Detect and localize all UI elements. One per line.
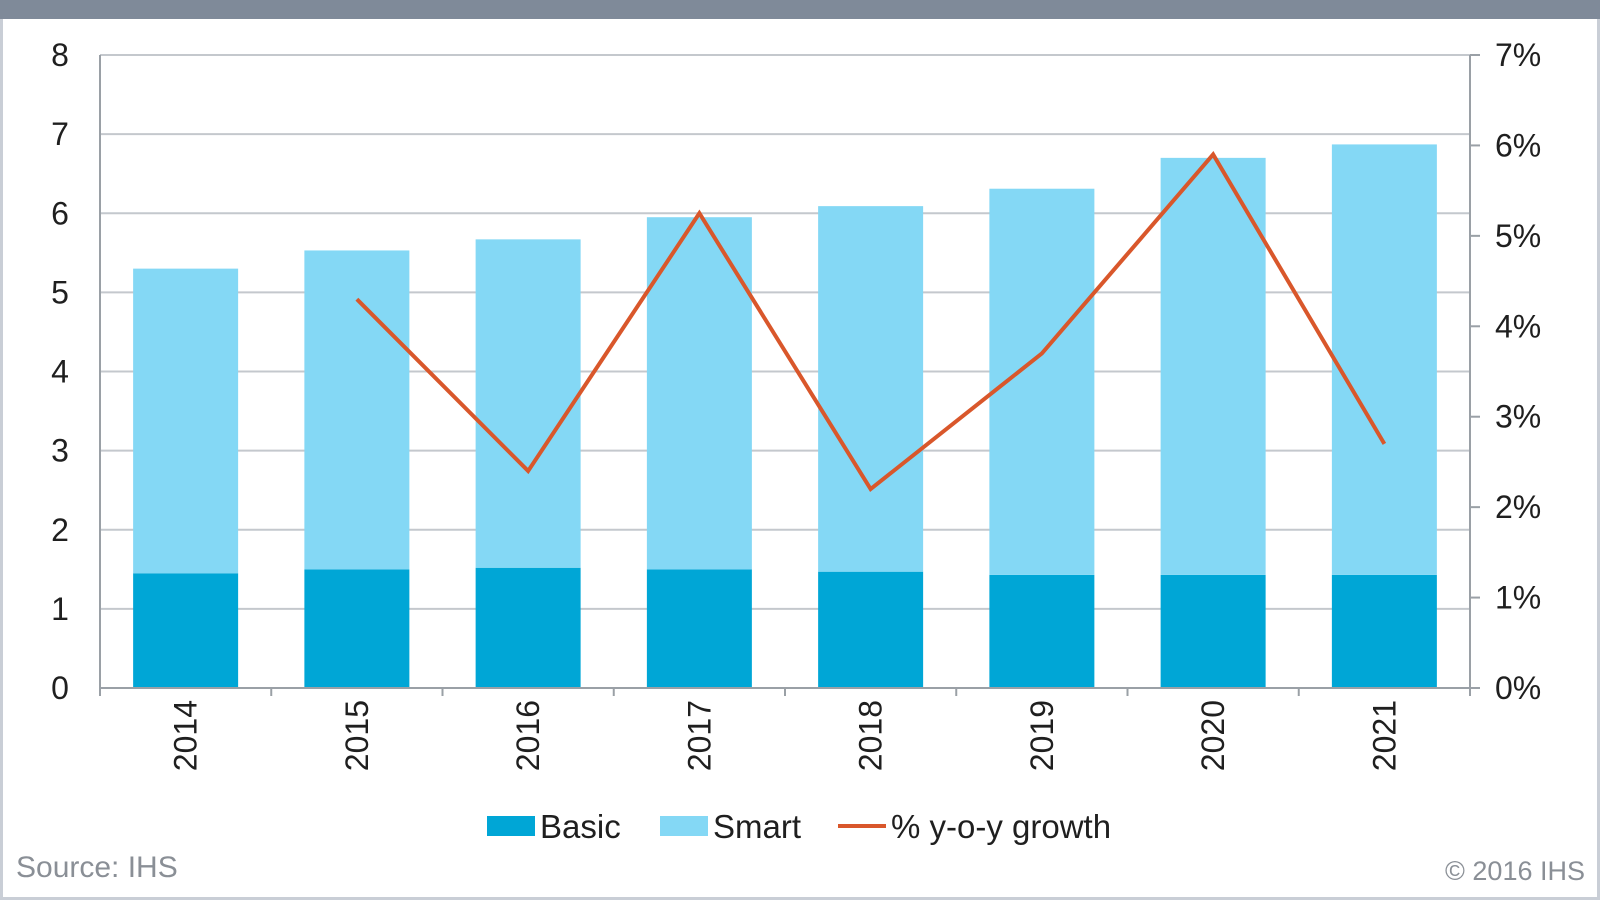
left-tick-label: 7 [51, 116, 69, 152]
x-tick-label: 2020 [1195, 700, 1231, 771]
bar-basic-2019 [989, 574, 1095, 688]
bar-smart-2020 [1160, 157, 1266, 575]
legend-swatch-basic [487, 816, 535, 836]
legend-label: Basic [540, 808, 621, 845]
right-tick-label: 4% [1495, 308, 1541, 344]
copyright-note: © 2016 IHS [1445, 856, 1585, 886]
legend-label: % y-o-y growth [891, 808, 1111, 845]
x-tick-label: 2019 [1024, 700, 1060, 771]
growth-line [355, 151, 1387, 493]
left-tick-label: 3 [51, 433, 69, 469]
bar-smart-2021 [1331, 144, 1437, 575]
bar-basic-2015 [304, 569, 410, 688]
right-tick-label: 0% [1495, 670, 1541, 706]
bar-smart-2016 [475, 239, 581, 568]
left-tick-label: 6 [51, 195, 69, 231]
bar-basic-2016 [475, 567, 581, 688]
right-tick-label: 5% [1495, 218, 1541, 254]
x-tick-label: 2017 [681, 700, 717, 771]
bar-basic-2014 [133, 573, 239, 688]
left-tick-label: 8 [51, 37, 69, 73]
bar-smart-2015 [304, 250, 410, 570]
legend-swatch-smart [660, 816, 708, 836]
bar-basic-2018 [818, 571, 924, 688]
x-tick-label: 2021 [1366, 700, 1402, 771]
bar-basic-2017 [646, 569, 752, 688]
right-tick-label: 7% [1495, 37, 1541, 73]
bar-smart-2014 [133, 268, 239, 574]
right-tick-label: 1% [1495, 580, 1541, 616]
left-tick-label: 1 [51, 591, 69, 627]
right-axis-ticks: 0% 1% 2% 3% 4% 5% 6% 7% [1470, 37, 1541, 706]
x-tick-label: 2018 [853, 700, 889, 771]
legend-label: Smart [713, 808, 801, 845]
bar-basic-2021 [1331, 574, 1437, 688]
left-axis-ticks: 0 1 2 3 4 5 6 7 8 [51, 37, 69, 706]
x-tick-label: 2015 [339, 700, 375, 771]
left-tick-label: 2 [51, 512, 69, 548]
bar-smart-2017 [646, 217, 752, 570]
left-tick-label: 4 [51, 354, 69, 390]
legend: Basic Smart % y-o-y growth [487, 808, 1111, 845]
left-tick-label: 5 [51, 274, 69, 310]
top-bar [0, 0, 1600, 19]
x-tick-label: 2016 [510, 700, 546, 771]
right-tick-label: 2% [1495, 489, 1541, 525]
bar-smart-2018 [818, 206, 924, 572]
left-tick-label: 0 [51, 670, 69, 706]
right-tick-label: 3% [1495, 399, 1541, 435]
bar-basic-2020 [1160, 574, 1266, 688]
x-tick-label: 2014 [168, 700, 204, 771]
x-axis-ticks: 2014 2015 2016 2017 2018 2019 2020 2021 [99, 688, 1471, 771]
source-note: Source: IHS [16, 851, 178, 884]
bars [133, 144, 1437, 688]
right-tick-label: 6% [1495, 127, 1541, 163]
